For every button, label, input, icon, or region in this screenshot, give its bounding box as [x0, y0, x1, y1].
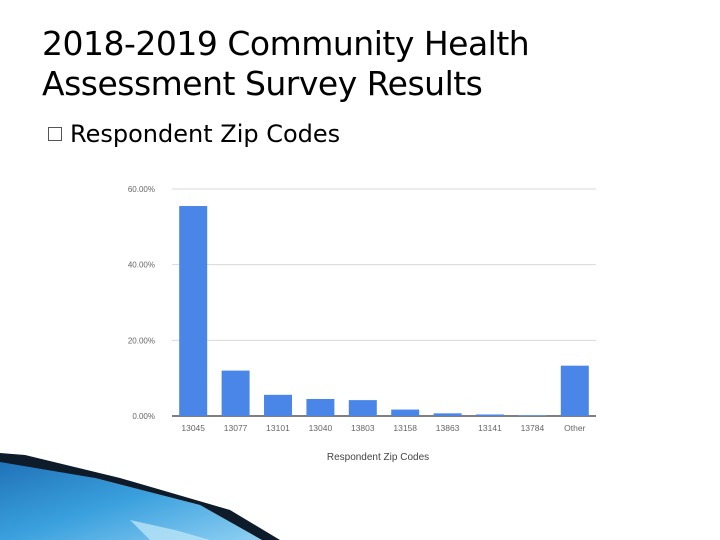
y-tick-label: 40.00%: [128, 261, 155, 270]
x-tick-label: 13784: [521, 423, 545, 433]
bar-13077: [221, 370, 250, 416]
bar-13803: [348, 400, 377, 416]
chart-bars: [179, 206, 589, 416]
bar-13863: [433, 413, 462, 416]
y-tick-label: 0.00%: [132, 412, 155, 421]
bullet-square-icon: [48, 127, 62, 141]
x-tick-label: Other: [564, 423, 585, 433]
bar-other: [560, 365, 589, 416]
bullet-item: Respondent Zip Codes: [48, 120, 340, 148]
bar-13040: [306, 398, 335, 416]
slide-title-line-2: Assessment Survey Results: [42, 64, 483, 103]
y-tick-label: 60.00%: [128, 185, 155, 194]
y-tick-label: 20.00%: [128, 336, 155, 345]
x-tick-label: 13141: [478, 423, 502, 433]
chart-x-axis-label: Respondent Zip Codes: [327, 452, 429, 463]
slide-title-line-1: 2018-2019 Community Health: [42, 24, 530, 63]
corner-blue-shape: [0, 456, 262, 540]
bar-13158: [391, 409, 420, 416]
chart-x-tick-labels: 13045 13077 13101 13040 13803 13158 13863 13141…: [181, 423, 585, 433]
x-tick-label: 13863: [436, 423, 460, 433]
bullet-text: Respondent Zip Codes: [70, 120, 341, 148]
x-tick-label: 13040: [309, 423, 333, 433]
bar-13784: [518, 415, 547, 416]
x-tick-label: 13158: [393, 423, 417, 433]
corner-light-shape: [130, 520, 210, 540]
x-tick-label: 13101: [266, 423, 290, 433]
bar-13101: [264, 394, 292, 416]
chart-y-tick-labels: 0.00% 20.00% 40.00% 60.00%: [128, 185, 155, 421]
corner-dark-stripe: [0, 453, 280, 540]
x-tick-label: 13045: [181, 423, 205, 433]
x-tick-label: 13803: [351, 423, 375, 433]
bar-13045: [179, 206, 208, 416]
x-tick-label: 13077: [224, 423, 248, 433]
slide-title: 2018-2019 Community Health Assessment Su…: [42, 24, 682, 104]
bar-13141: [476, 414, 504, 416]
